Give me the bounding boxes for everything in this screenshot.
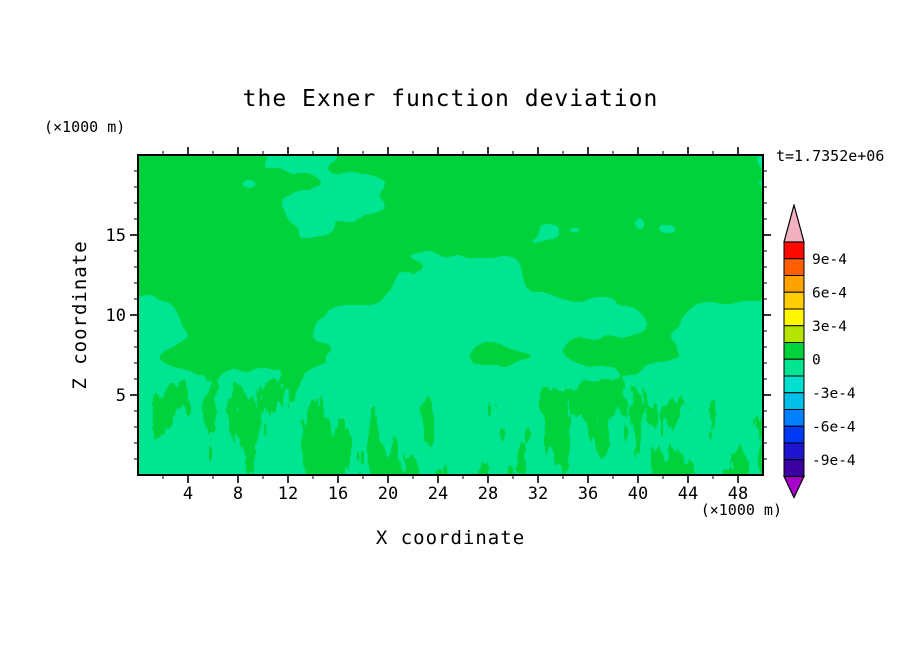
colorbar-segment (783, 392, 805, 410)
y-tick-label: 5 (116, 386, 126, 406)
x-tick-label: 32 (528, 484, 548, 504)
colorbar-segment (783, 258, 805, 276)
colorbar-under-arrow (783, 475, 805, 499)
colorbar: 9e-4 6e-4 3e-4 0 -3e-4 -6e-4 -9e-4 (783, 204, 856, 499)
colorbar-label: 3e-4 (812, 319, 847, 335)
y-tick-label: 10 (106, 306, 126, 326)
colorbar-segment (783, 308, 805, 327)
colorbar-label: -9e-4 (812, 453, 856, 469)
x-tick-label: 28 (478, 484, 498, 504)
colorbar-segment (783, 358, 805, 377)
colorbar-label: 6e-4 (812, 285, 847, 301)
colorbar-segment (783, 275, 805, 293)
colorbar-segment (783, 425, 805, 444)
y-axis-label: Z coordinate (69, 240, 91, 390)
x-tick-label: 12 (278, 484, 298, 504)
x-tick-label: 24 (428, 484, 448, 504)
colorbar-label: -3e-4 (812, 386, 856, 402)
colorbar-segment (783, 291, 805, 310)
x-tick-label: 36 (578, 484, 598, 504)
x-tick-label: 8 (233, 484, 243, 504)
x-axis-unit: (×1000 m) (700, 501, 782, 519)
colorbar-segment (783, 241, 805, 260)
colorbar-segment (783, 325, 805, 343)
colorbar-label: 9e-4 (812, 252, 847, 268)
y-axis-unit: (×1000 m) (44, 118, 126, 136)
y-tick-label: 15 (106, 226, 126, 246)
x-tick-label: 20 (378, 484, 398, 504)
time-label: t=1.7352e+06 (776, 147, 885, 165)
colorbar-segment (783, 409, 805, 427)
colorbar-label: 0 (812, 352, 821, 368)
x-axis-label: X coordinate (375, 527, 526, 549)
colorbar-over-arrow (783, 204, 805, 243)
contour-canvas (138, 155, 763, 475)
colorbar-segment (783, 375, 805, 394)
chart-title: the Exner function deviation (242, 86, 659, 112)
colorbar-segment (783, 459, 805, 477)
colorbar-label: -6e-4 (812, 419, 856, 435)
colorbar-segment (783, 342, 805, 360)
x-tick-label: 16 (328, 484, 348, 504)
colorbar-segment (783, 442, 805, 461)
x-tick-label: 4 (183, 484, 193, 504)
